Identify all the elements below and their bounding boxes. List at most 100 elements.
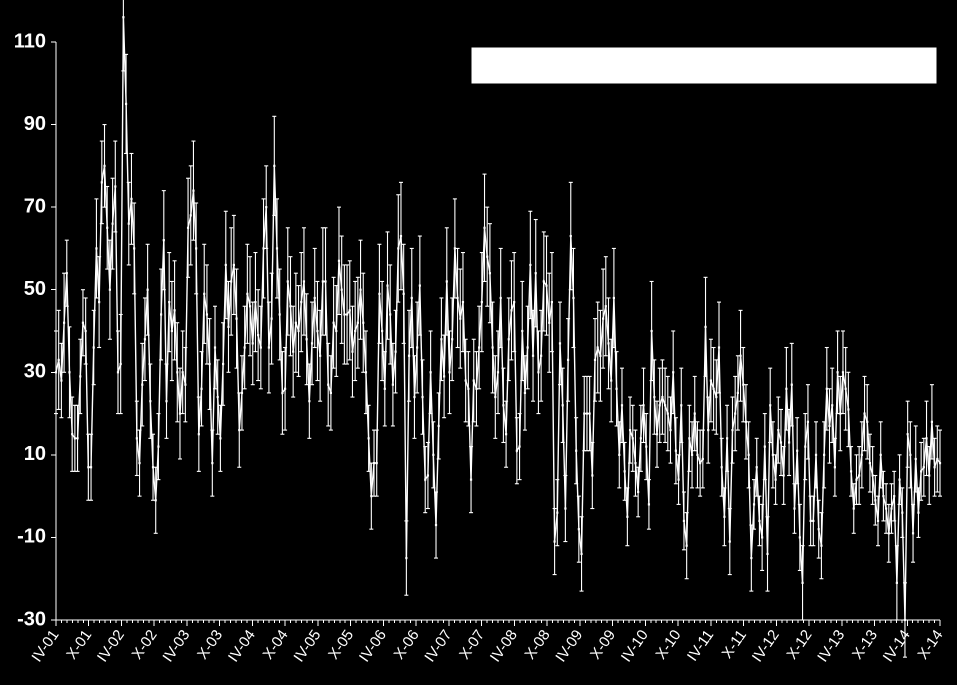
marker	[607, 342, 609, 344]
marker	[586, 412, 588, 414]
marker	[925, 437, 927, 439]
marker	[513, 301, 515, 303]
y-tick-label: -30	[17, 608, 46, 630]
marker	[559, 342, 561, 344]
marker	[823, 454, 825, 456]
marker	[510, 309, 512, 311]
marker	[882, 495, 884, 497]
marker	[147, 289, 149, 291]
marker	[192, 190, 194, 192]
marker	[93, 346, 95, 348]
marker	[812, 520, 814, 522]
marker	[90, 466, 92, 468]
marker	[114, 185, 116, 187]
marker	[163, 239, 165, 241]
marker	[384, 388, 386, 390]
marker	[766, 553, 768, 555]
marker	[664, 404, 666, 406]
marker	[149, 400, 151, 402]
marker	[184, 384, 186, 386]
marker	[874, 499, 876, 501]
marker	[359, 289, 361, 291]
marker	[729, 540, 731, 542]
marker	[861, 454, 863, 456]
marker	[502, 404, 504, 406]
marker	[869, 462, 871, 464]
marker	[273, 165, 275, 167]
marker	[440, 338, 442, 340]
marker	[923, 466, 925, 468]
marker	[176, 371, 178, 373]
marker	[896, 582, 898, 584]
marker	[456, 297, 458, 299]
marker	[858, 474, 860, 476]
marker	[230, 280, 232, 282]
marker	[68, 371, 70, 373]
marker	[761, 536, 763, 538]
marker	[909, 454, 911, 456]
marker	[327, 384, 329, 386]
marker	[594, 359, 596, 361]
marker	[637, 491, 639, 493]
marker	[55, 371, 57, 373]
y-tick-label: 90	[24, 113, 46, 135]
marker	[570, 235, 572, 237]
marker	[492, 346, 494, 348]
marker	[567, 359, 569, 361]
marker	[686, 545, 688, 547]
marker	[182, 371, 184, 373]
marker	[125, 103, 127, 105]
marker	[87, 466, 89, 468]
marker	[416, 346, 418, 348]
marker	[810, 520, 812, 522]
marker	[785, 388, 787, 390]
marker	[624, 470, 626, 472]
marker	[432, 454, 434, 456]
marker	[160, 313, 162, 315]
marker	[319, 355, 321, 357]
marker	[400, 235, 402, 237]
marker	[599, 355, 601, 357]
marker	[430, 371, 432, 373]
marker	[764, 446, 766, 448]
marker	[710, 379, 712, 381]
marker	[774, 479, 776, 481]
marker	[165, 400, 167, 402]
marker	[79, 375, 81, 377]
marker	[276, 247, 278, 249]
marker	[901, 512, 903, 514]
marker	[648, 503, 650, 505]
marker	[394, 351, 396, 353]
marker	[777, 429, 779, 431]
marker	[76, 437, 78, 439]
marker	[351, 351, 353, 353]
marker	[311, 342, 313, 344]
marker	[723, 516, 725, 518]
marker	[667, 412, 669, 414]
marker	[866, 421, 868, 423]
marker	[704, 326, 706, 328]
marker	[60, 379, 62, 381]
marker	[756, 466, 758, 468]
marker	[249, 305, 251, 307]
marker	[66, 272, 68, 274]
marker	[917, 512, 919, 514]
marker	[459, 318, 461, 320]
marker	[634, 462, 636, 464]
marker	[63, 322, 65, 324]
marker	[343, 313, 345, 315]
marker	[354, 330, 356, 332]
marker	[368, 437, 370, 439]
marker	[335, 330, 337, 332]
marker	[915, 458, 917, 460]
marker	[836, 371, 838, 373]
marker	[155, 499, 157, 501]
marker	[244, 346, 246, 348]
marker	[610, 379, 612, 381]
marker	[179, 412, 181, 414]
marker	[645, 446, 647, 448]
marker	[376, 462, 378, 464]
marker	[532, 355, 534, 357]
marker	[144, 338, 146, 340]
marker	[845, 388, 847, 390]
